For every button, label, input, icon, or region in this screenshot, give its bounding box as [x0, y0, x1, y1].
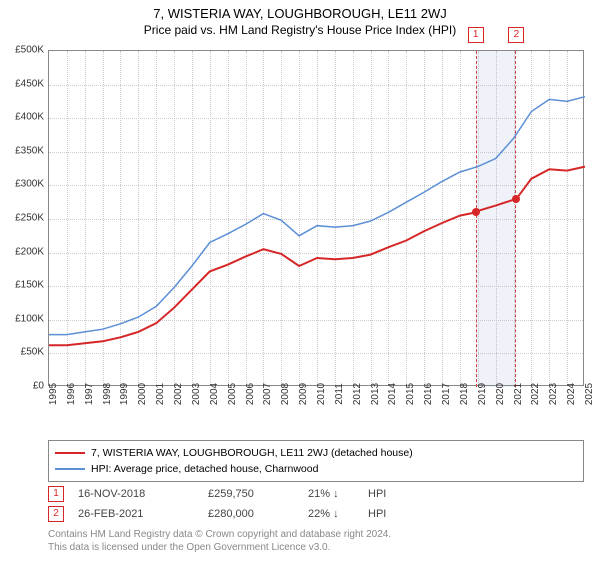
chart-title: 7, WISTERIA WAY, LOUGHBOROUGH, LE11 2WJ [0, 6, 600, 21]
y-axis-label: £400K [4, 112, 44, 123]
x-axis-label: 2002 [173, 383, 184, 405]
sale-dot [512, 195, 520, 203]
x-axis-label: 2008 [280, 383, 291, 405]
x-axis-label: 2003 [191, 383, 202, 405]
y-axis-label: £350K [4, 145, 44, 156]
y-axis-label: £500K [4, 45, 44, 56]
x-axis-label: 2006 [245, 383, 256, 405]
x-axis-label: 1998 [102, 383, 113, 405]
x-axis-label: 1997 [84, 383, 95, 405]
sale-dot [472, 208, 480, 216]
y-axis-label: £100K [4, 313, 44, 324]
legend: 7, WISTERIA WAY, LOUGHBOROUGH, LE11 2WJ … [48, 440, 584, 482]
y-axis-label: £50K [4, 347, 44, 358]
sales-table: 1 16-NOV-2018£259,75021% ↓HPI 2 26-FEB-2021… [48, 484, 386, 524]
x-axis-label: 2011 [334, 383, 345, 405]
x-axis-label: 2000 [137, 383, 148, 405]
x-axis-label: 2015 [405, 383, 416, 405]
x-axis-label: 2020 [495, 383, 506, 405]
x-axis-label: 2016 [423, 383, 434, 405]
sale-date: 16-NOV-2018 [78, 488, 208, 500]
sale-pct: 22% ↓ [308, 508, 368, 520]
series-svg [49, 51, 585, 387]
series-line-property_price [49, 167, 585, 346]
sale-marker-box: 1 [468, 27, 484, 43]
legend-row: HPI: Average price, detached house, Char… [55, 461, 577, 477]
x-axis-label: 1996 [66, 383, 77, 405]
y-axis-label: £0 [4, 381, 44, 392]
sale-row: 1 16-NOV-2018£259,75021% ↓HPI [48, 484, 386, 504]
legend-row: 7, WISTERIA WAY, LOUGHBOROUGH, LE11 2WJ … [55, 445, 577, 461]
plot-area: 12 [48, 50, 584, 386]
sale-date: 26-FEB-2021 [78, 508, 208, 520]
x-axis-label: 2018 [459, 383, 470, 405]
footnote-line: This data is licensed under the Open Gov… [48, 541, 391, 554]
y-axis-label: £250K [4, 213, 44, 224]
sale-marker-box: 2 [508, 27, 524, 43]
x-axis-label: 2022 [530, 383, 541, 405]
y-axis-label: £300K [4, 179, 44, 190]
sale-vs: HPI [368, 508, 386, 520]
sale-pct: 21% ↓ [308, 488, 368, 500]
x-axis-label: 2001 [155, 383, 166, 405]
x-axis-label: 2012 [352, 383, 363, 405]
x-axis-label: 2009 [298, 383, 309, 405]
x-axis-label: 2025 [584, 383, 595, 405]
x-axis-label: 2017 [441, 383, 452, 405]
x-axis-label: 2004 [209, 383, 220, 405]
x-axis-label: 2014 [387, 383, 398, 405]
y-axis-label: £150K [4, 280, 44, 291]
sale-marker-box: 1 [48, 486, 64, 502]
footnote: Contains HM Land Registry data © Crown c… [48, 528, 391, 554]
legend-label: 7, WISTERIA WAY, LOUGHBOROUGH, LE11 2WJ … [91, 447, 413, 459]
chart-container: { "title": "7, WISTERIA WAY, LOUGHBOROUG… [0, 6, 600, 566]
sale-price: £259,750 [208, 488, 308, 500]
sale-price: £280,000 [208, 508, 308, 520]
x-axis-label: 1995 [48, 383, 59, 405]
legend-swatch [55, 468, 85, 470]
x-axis-label: 2023 [548, 383, 559, 405]
x-axis-label: 2007 [262, 383, 273, 405]
legend-label: HPI: Average price, detached house, Char… [91, 463, 318, 475]
x-axis-label: 2005 [227, 383, 238, 405]
x-axis-label: 2010 [316, 383, 327, 405]
sale-row: 2 26-FEB-2021£280,00022% ↓HPI [48, 504, 386, 524]
series-line-hpi_charnwood [49, 97, 585, 335]
y-axis-label: £450K [4, 78, 44, 89]
x-axis-label: 2019 [477, 383, 488, 405]
y-axis-label: £200K [4, 246, 44, 257]
x-axis-label: 2024 [566, 383, 577, 405]
sale-vs: HPI [368, 488, 386, 500]
footnote-line: Contains HM Land Registry data © Crown c… [48, 528, 391, 541]
x-axis-label: 1999 [119, 383, 130, 405]
x-axis-label: 2021 [513, 383, 524, 405]
chart-area: 12 £0£50K£100K£150K£200K£250K£300K£350K£… [48, 50, 584, 406]
sale-marker-box: 2 [48, 506, 64, 522]
legend-swatch [55, 452, 85, 454]
x-axis-label: 2013 [370, 383, 381, 405]
